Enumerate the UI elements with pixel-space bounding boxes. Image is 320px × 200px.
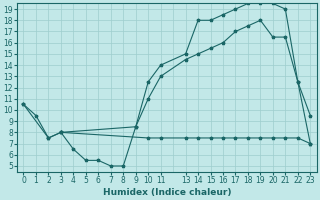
X-axis label: Humidex (Indice chaleur): Humidex (Indice chaleur) — [103, 188, 231, 197]
